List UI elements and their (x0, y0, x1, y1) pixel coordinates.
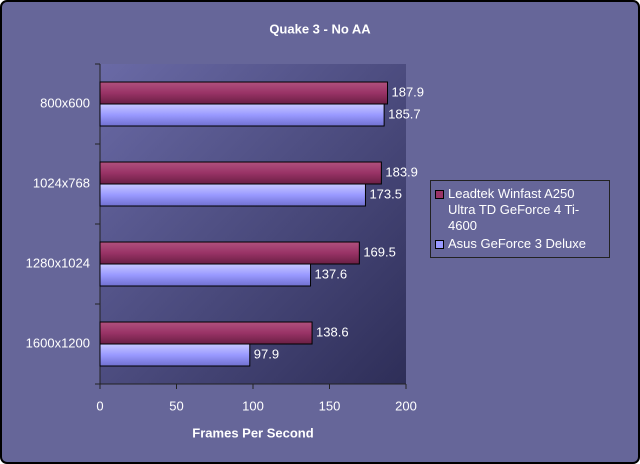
x-tick-label: 150 (319, 398, 341, 413)
data-label: 137.6 (315, 266, 348, 281)
data-label: 97.9 (254, 346, 279, 361)
legend: Leadtek Winfast A250 Ultra TD GeForce 4 … (430, 180, 610, 258)
bar (99, 81, 388, 105)
data-label: 187.9 (391, 84, 424, 99)
chart-title: Quake 3 - No AA (269, 21, 371, 36)
legend-swatch (435, 190, 444, 199)
legend-swatch (435, 240, 444, 249)
bar (99, 343, 251, 367)
bar (99, 263, 312, 287)
x-tick-label: 100 (242, 398, 264, 413)
data-label: 169.5 (363, 244, 396, 259)
legend-label: Asus GeForce 3 Deluxe (448, 236, 587, 251)
data-label: 185.7 (388, 106, 421, 121)
legend-item: Leadtek Winfast A250 Ultra TD GeForce 4 … (435, 186, 605, 234)
y-tick-label: 1280x1024 (26, 255, 90, 270)
bar (99, 103, 385, 127)
y-tick-label: 800x600 (40, 95, 90, 110)
x-axis-label: Frames Per Second (192, 425, 313, 440)
bar (99, 321, 313, 345)
data-label: 183.9 (385, 164, 418, 179)
x-tick-label: 200 (395, 398, 417, 413)
y-tick-label: 1024x768 (33, 175, 90, 190)
legend-label: Leadtek Winfast A250 Ultra TD GeForce 4 … (448, 186, 580, 233)
y-tick-label: 1600x1200 (26, 335, 90, 350)
data-label: 138.6 (316, 324, 349, 339)
x-tick-label: 50 (169, 398, 183, 413)
x-tick-label: 0 (96, 398, 103, 413)
bar (99, 161, 382, 185)
legend-item: Asus GeForce 3 Deluxe (435, 236, 605, 252)
data-label: 173.5 (369, 186, 402, 201)
bar (99, 183, 366, 207)
bar (99, 241, 360, 265)
